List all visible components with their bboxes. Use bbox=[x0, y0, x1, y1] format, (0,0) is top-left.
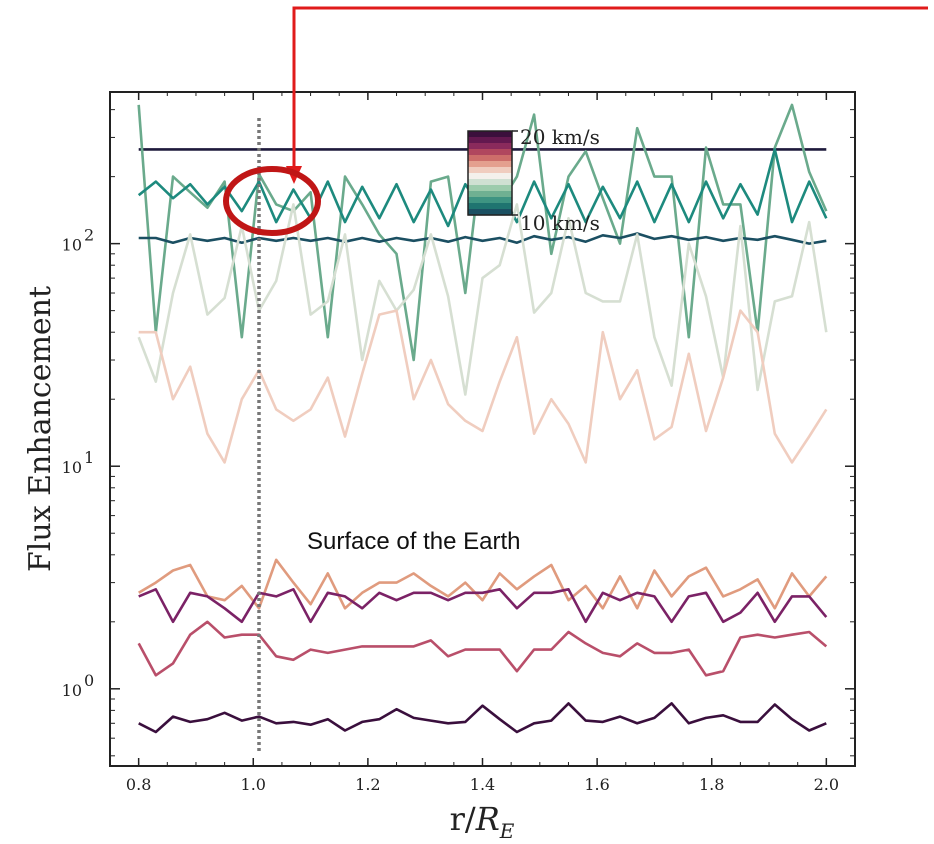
series-line-6 bbox=[138, 309, 828, 464]
x-tick-label: 1.2 bbox=[355, 775, 380, 794]
series-line-9 bbox=[137, 620, 828, 677]
colorbar-swatch bbox=[468, 143, 512, 150]
colorbar-swatch bbox=[468, 185, 512, 192]
y-tick-label: 10 bbox=[62, 458, 82, 477]
x-tick-label: 2.0 bbox=[814, 775, 839, 794]
colorbar-swatch bbox=[468, 173, 512, 180]
colorbar-swatch bbox=[468, 131, 512, 138]
colorbar-swatch bbox=[468, 137, 512, 144]
series-line-4 bbox=[138, 232, 827, 245]
colorbar-swatch bbox=[468, 167, 512, 174]
colorbar-swatch bbox=[468, 161, 512, 168]
colorbar-swatch bbox=[468, 191, 512, 198]
colorbar-swatch bbox=[468, 197, 512, 204]
highlight-ellipse bbox=[223, 166, 321, 236]
colorbar-swatch bbox=[468, 149, 512, 156]
speed-colorbar bbox=[467, 130, 518, 216]
y-tick-exponent: 0 bbox=[84, 671, 94, 690]
series-line-10 bbox=[138, 702, 827, 734]
surface-annotation: Surface of the Earth bbox=[307, 528, 520, 555]
x-tick-label: 1.8 bbox=[699, 775, 724, 794]
colorbar-bottom-label: 10 km/s bbox=[520, 211, 600, 235]
x-axis-label: r/RE bbox=[450, 800, 515, 843]
series-line-8 bbox=[138, 587, 828, 624]
colorbar-swatch bbox=[468, 203, 512, 210]
y-tick-exponent: 2 bbox=[84, 226, 94, 245]
colorbar-swatch bbox=[468, 155, 512, 162]
colorbar-swatch bbox=[468, 209, 512, 216]
x-tick-label: 1.4 bbox=[470, 775, 495, 794]
y-axis-label: Flux Enhancement bbox=[23, 286, 58, 572]
callout-connector bbox=[292, 6, 928, 170]
series-line-5 bbox=[137, 203, 828, 396]
colorbar-top-label: 20 km/s bbox=[520, 125, 600, 149]
x-tick-label: 1.0 bbox=[241, 775, 266, 794]
x-tick-label: 0.8 bbox=[126, 775, 151, 794]
colorbar-swatch bbox=[468, 179, 512, 186]
y-tick-label: 10 bbox=[62, 236, 82, 255]
y-tick-label: 10 bbox=[62, 681, 82, 700]
x-tick-label: 1.6 bbox=[584, 775, 609, 794]
y-tick-exponent: 1 bbox=[84, 448, 94, 467]
colorbar-frame bbox=[467, 130, 513, 216]
